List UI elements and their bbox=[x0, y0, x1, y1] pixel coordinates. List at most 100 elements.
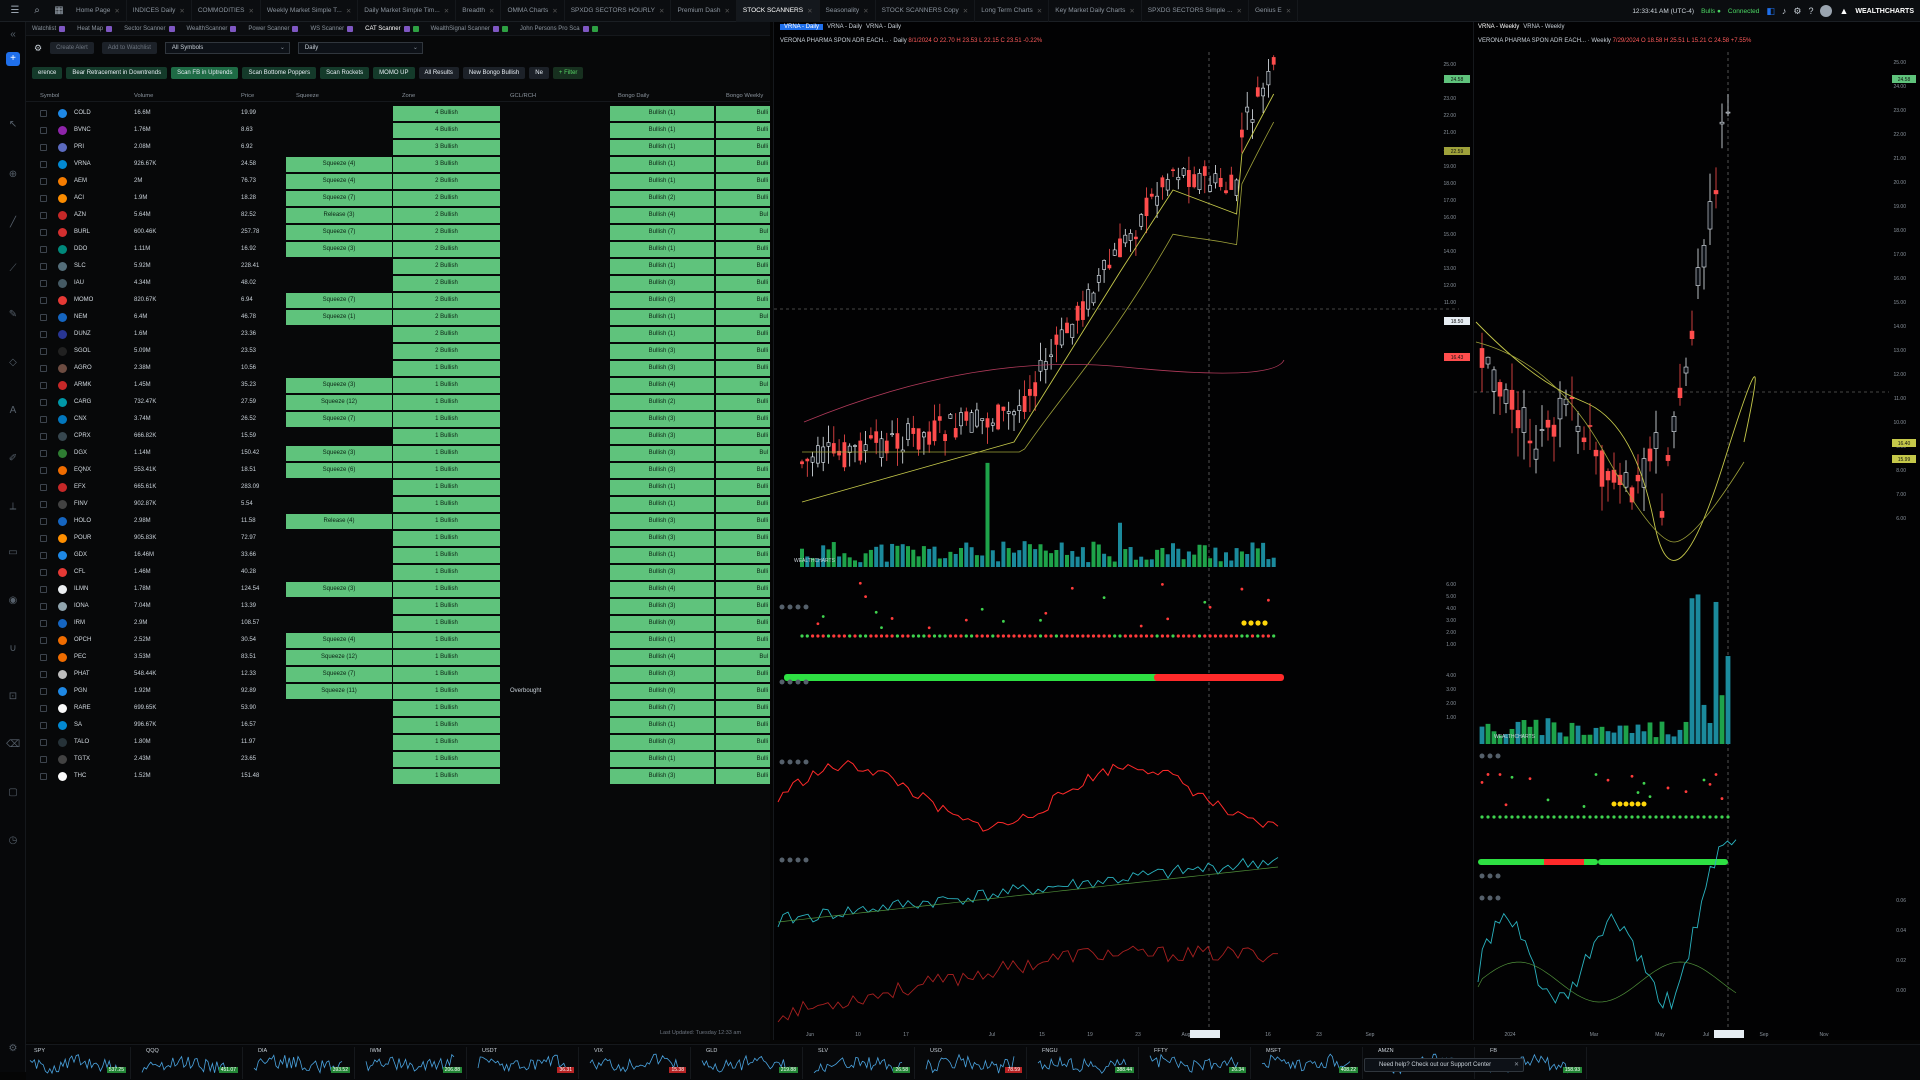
table-row[interactable]: TALO 1.80M 11.97 1 Bullish Bullish (3) Bulli bbox=[26, 734, 770, 751]
ticker-card[interactable]: USDT 36.31 bbox=[474, 1047, 579, 1079]
clock-icon[interactable]: ◷ bbox=[8, 835, 18, 846]
symbol-cell[interactable]: IONA bbox=[74, 603, 89, 609]
symbol-cell[interactable]: PEC bbox=[74, 654, 87, 660]
ticker-card[interactable]: QQQ 451.07 bbox=[138, 1047, 243, 1079]
row-checkbox[interactable] bbox=[40, 722, 47, 729]
table-row[interactable]: AGRO 2.38M 10.56 1 Bullish Bullish (3) Bulli bbox=[26, 360, 770, 377]
workspace-tab[interactable]: SPXDG SECTORS HOURLY ✕ bbox=[565, 0, 672, 22]
universe-select[interactable]: All Symbols ⌄ bbox=[164, 42, 290, 54]
row-checkbox[interactable] bbox=[40, 501, 47, 508]
table-row[interactable]: ACI 1.9M 18.28 Squeeze (7) 2 Bullish Bullish … bbox=[26, 190, 770, 207]
scanner-subtab[interactable]: Heat Map bbox=[71, 25, 118, 32]
workspace-tab[interactable]: Daily Market Simple Tim... ✕ bbox=[358, 0, 457, 22]
ticker-card[interactable]: GLD 219.88 bbox=[698, 1047, 803, 1079]
row-checkbox[interactable] bbox=[40, 229, 47, 236]
ticker-card[interactable]: IWM 206.88 bbox=[362, 1047, 467, 1079]
symbol-cell[interactable]: HOLO bbox=[74, 518, 92, 524]
col-bongo-weekly[interactable]: Bongo Weekly bbox=[726, 92, 764, 99]
symbol-cell[interactable]: VRNA bbox=[74, 161, 91, 167]
brush-icon[interactable]: ✐ bbox=[8, 453, 18, 464]
row-checkbox[interactable] bbox=[40, 569, 47, 576]
trash-icon[interactable]: ⌫ bbox=[6, 739, 21, 750]
row-checkbox[interactable] bbox=[40, 144, 47, 151]
daily-chart-panel[interactable]: 25.0024.0023.0022.0021.0020.0019.0018.00… bbox=[773, 22, 1473, 1040]
row-checkbox[interactable] bbox=[40, 739, 47, 746]
table-row[interactable]: SGOL 5.09M 23.53 2 Bullish Bullish (3) Bulli bbox=[26, 343, 770, 360]
row-checkbox[interactable] bbox=[40, 603, 47, 610]
workspace-tab[interactable]: INDICES Daily ✕ bbox=[127, 0, 192, 22]
weekly-chart-panel[interactable]: 25.00 24.00 23.00 22.00 21.00 20.00 19.00 18.00… bbox=[1473, 22, 1920, 1040]
close-icon[interactable]: ✕ bbox=[1129, 7, 1135, 15]
daily-chart-canvas[interactable]: 25.0024.0023.0022.0021.0020.0019.0018.00… bbox=[774, 22, 1474, 1040]
row-checkbox[interactable] bbox=[40, 654, 47, 661]
symbol-cell[interactable]: OPCH bbox=[74, 637, 92, 643]
workspace-tab[interactable]: OMMA Charts ✕ bbox=[501, 0, 565, 22]
symbol-cell[interactable]: PGN bbox=[74, 688, 88, 694]
col-squeeze[interactable]: Squeeze bbox=[296, 92, 319, 99]
symbol-cell[interactable]: ARMK bbox=[74, 382, 92, 388]
workspace-tab[interactable]: COMMODITIES ✕ bbox=[192, 0, 261, 22]
row-checkbox[interactable] bbox=[40, 416, 47, 423]
filter-chip[interactable]: New Bongo Bullish bbox=[462, 67, 526, 79]
symbol-cell[interactable]: SGOL bbox=[74, 348, 91, 354]
table-row[interactable]: PHAT 548.44K 12.33 Squeeze (7) 1 Bullish Bull… bbox=[26, 666, 770, 683]
symbol-cell[interactable]: SLC bbox=[74, 263, 86, 269]
close-icon[interactable]: ✕ bbox=[489, 7, 495, 15]
ray-icon[interactable]: ⟋ bbox=[9, 263, 17, 274]
col-bongo-daily[interactable]: Bongo Daily bbox=[618, 92, 650, 99]
row-checkbox[interactable] bbox=[40, 773, 47, 780]
chart-tab-active[interactable]: VRNA - Daily bbox=[780, 24, 824, 30]
gear-icon[interactable]: ⚙ bbox=[1793, 5, 1802, 16]
table-row[interactable]: COLD 16.6M 19.99 4 Bullish Bullish (1) Bulli bbox=[26, 105, 770, 122]
ticker-card[interactable]: FNGU 388.44 bbox=[1034, 1047, 1139, 1079]
symbol-cell[interactable]: CARG bbox=[74, 399, 92, 405]
table-row[interactable]: CFL 1.46M 40.28 1 Bullish Bullish (3) Bulli bbox=[26, 564, 770, 581]
table-row[interactable]: PRI 2.08M 6.92 3 Bullish Bullish (1) Bulli bbox=[26, 139, 770, 156]
table-row[interactable]: TGTX 2.43M 23.65 1 Bullish Bullish (1) Bulli bbox=[26, 751, 770, 768]
table-row[interactable]: CNX 3.74M 26.52 Squeeze (7) 1 Bullish Bullish… bbox=[26, 411, 770, 428]
row-checkbox[interactable] bbox=[40, 331, 47, 338]
close-icon[interactable]: ✕ bbox=[1036, 7, 1043, 15]
row-checkbox[interactable] bbox=[40, 450, 47, 457]
col-symbol[interactable]: Symbol bbox=[40, 92, 60, 99]
workspace-tab[interactable]: Home Page ✕ bbox=[70, 0, 127, 22]
row-checkbox[interactable] bbox=[40, 195, 47, 202]
settings-icon[interactable]: ⚙ bbox=[8, 1043, 18, 1054]
row-checkbox[interactable] bbox=[40, 484, 47, 491]
table-row[interactable]: VRNA 926.67K 24.58 Squeeze (4) 3 Bullish Bull… bbox=[26, 156, 770, 173]
row-checkbox[interactable] bbox=[40, 161, 47, 168]
symbol-cell[interactable]: CNX bbox=[74, 416, 87, 422]
row-checkbox[interactable] bbox=[40, 314, 47, 321]
row-checkbox[interactable] bbox=[40, 297, 47, 304]
chat-icon[interactable]: ▢ bbox=[8, 787, 18, 798]
table-row[interactable]: NEM 6.4M 46.78 Squeeze (1) 2 Bullish Bullish … bbox=[26, 309, 770, 326]
trendline-icon[interactable]: ╱ bbox=[9, 217, 17, 228]
table-row[interactable]: CARG 732.47K 27.59 Squeeze (12) 1 Bullish Bul… bbox=[26, 394, 770, 411]
measure-icon[interactable]: ⟂ bbox=[9, 501, 17, 512]
symbol-cell[interactable]: POUR bbox=[74, 535, 92, 541]
ticker-card[interactable]: USO 78.59 bbox=[922, 1047, 1027, 1079]
close-icon[interactable]: ✕ bbox=[1236, 7, 1242, 15]
row-checkbox[interactable] bbox=[40, 620, 47, 627]
row-checkbox[interactable] bbox=[40, 127, 47, 134]
layout-icon[interactable]: ▦ bbox=[54, 4, 64, 16]
symbol-cell[interactable]: PHAT bbox=[74, 671, 90, 677]
text-icon[interactable]: A bbox=[9, 405, 17, 416]
row-checkbox[interactable] bbox=[40, 637, 47, 644]
eye-icon[interactable]: ◉ bbox=[8, 595, 18, 606]
symbol-cell[interactable]: CFL bbox=[74, 569, 86, 575]
scanner-subtab[interactable]: WealthSignal Scanner bbox=[425, 25, 514, 32]
row-checkbox[interactable] bbox=[40, 671, 47, 678]
table-row[interactable]: IRM 2.9M 108.57 1 Bullish Bullish (9) Bulli bbox=[26, 615, 770, 632]
table-row[interactable]: AZN 5.64M 82.52 Release (3) 2 Bullish Bullish… bbox=[26, 207, 770, 224]
workspace-tab[interactable]: SPXDG SECTORS Simple ... ✕ bbox=[1142, 0, 1249, 22]
row-checkbox[interactable] bbox=[40, 212, 47, 219]
workspace-tab[interactable]: Genius E ✕ bbox=[1249, 0, 1299, 22]
col-gcl[interactable]: GCL/RCH bbox=[510, 92, 537, 99]
scanner-subtab[interactable]: CAT Scanner bbox=[359, 25, 424, 32]
workspace-tab[interactable]: Breadth ✕ bbox=[456, 0, 502, 22]
pencil-icon[interactable]: ✎ bbox=[8, 309, 18, 320]
filter-chip[interactable]: Bear Retracement in Downtrends bbox=[66, 67, 168, 79]
search-icon[interactable]: ⌕ bbox=[34, 4, 40, 16]
workspace-tab[interactable]: Key Market Daily Charts ✕ bbox=[1049, 0, 1142, 22]
